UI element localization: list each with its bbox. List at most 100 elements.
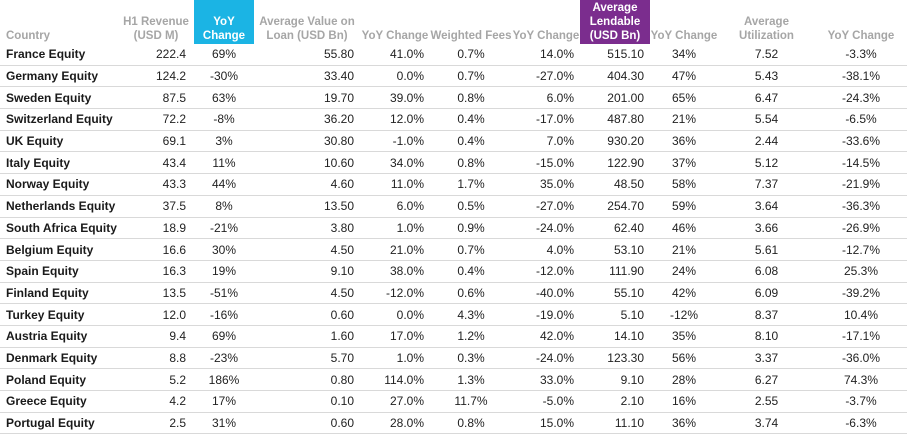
cell-fees-yoy: 14.0% bbox=[512, 44, 580, 66]
table-row: Finland Equity 13.5 -51% 4.50 -12.0% 0.6% -40.… bbox=[0, 282, 907, 305]
cell-loan-yoy: 17.0% bbox=[360, 325, 430, 348]
cell-lendable-yoy: -12% bbox=[650, 303, 718, 326]
cell-utilization-yoy: -6.5% bbox=[815, 108, 907, 131]
cell-revenue-yoy: 69% bbox=[194, 325, 254, 348]
cell-avg-lendable: 9.10 bbox=[580, 368, 650, 391]
cell-avg-lendable: 2.10 bbox=[580, 390, 650, 413]
cell-fees-yoy: -17.0% bbox=[512, 108, 580, 131]
cell-h1-revenue: 12.0 bbox=[118, 303, 194, 326]
cell-avg-lendable: 53.10 bbox=[580, 238, 650, 261]
cell-loan-yoy: 0.0% bbox=[360, 65, 430, 88]
cell-avg-value-on-loan: 9.10 bbox=[254, 260, 360, 283]
cell-country: Germany Equity bbox=[0, 65, 118, 88]
cell-loan-yoy: 21.0% bbox=[360, 238, 430, 261]
cell-utilization-yoy: 10.4% bbox=[815, 303, 907, 326]
cell-country: Italy Equity bbox=[0, 151, 118, 175]
cell-avg-value-on-loan: 4.50 bbox=[254, 238, 360, 261]
cell-lendable-yoy: 21% bbox=[650, 108, 718, 131]
cell-weighted-fees: 0.5% bbox=[430, 195, 512, 218]
cell-avg-utilization: 2.44 bbox=[718, 130, 815, 153]
cell-h1-revenue: 72.2 bbox=[118, 108, 194, 131]
cell-utilization-yoy: -33.6% bbox=[815, 130, 907, 153]
cell-avg-lendable: 930.20 bbox=[580, 130, 650, 153]
cell-weighted-fees: 11.7% bbox=[430, 390, 512, 413]
cell-loan-yoy: 6.0% bbox=[360, 195, 430, 218]
cell-avg-lendable: 404.30 bbox=[580, 65, 650, 88]
cell-fees-yoy: 15.0% bbox=[512, 412, 580, 434]
header-country: Country bbox=[6, 30, 51, 42]
cell-h1-revenue: 87.5 bbox=[118, 86, 194, 110]
table-row: Switzerland Equity 72.2 -8% 36.20 12.0% 0.4% -… bbox=[0, 108, 907, 131]
cell-fees-yoy: -27.0% bbox=[512, 65, 580, 88]
cell-utilization-yoy: -36.0% bbox=[815, 347, 907, 370]
cell-avg-lendable: 111.90 bbox=[580, 260, 650, 283]
cell-avg-value-on-loan: 19.70 bbox=[254, 86, 360, 110]
cell-revenue-yoy: 186% bbox=[194, 368, 254, 391]
cell-utilization-yoy: -12.7% bbox=[815, 238, 907, 261]
cell-fees-yoy: -12.0% bbox=[512, 260, 580, 283]
cell-avg-utilization: 5.43 bbox=[718, 65, 815, 88]
cell-revenue-yoy: 44% bbox=[194, 173, 254, 196]
cell-weighted-fees: 4.3% bbox=[430, 303, 512, 326]
cell-h1-revenue: 43.4 bbox=[118, 151, 194, 175]
cell-country: UK Equity bbox=[0, 130, 118, 153]
cell-loan-yoy: 114.0% bbox=[360, 368, 430, 391]
table-row: Poland Equity 5.2 186% 0.80 114.0% 1.3% 33.0% 9… bbox=[0, 368, 907, 391]
cell-revenue-yoy: 17% bbox=[194, 390, 254, 413]
cell-weighted-fees: 0.8% bbox=[430, 412, 512, 434]
table-row: Sweden Equity 87.5 63% 19.70 39.0% 0.8% 6.0% 20… bbox=[0, 86, 907, 110]
cell-avg-lendable: 123.30 bbox=[580, 347, 650, 370]
table-row: Portugal Equity 2.5 31% 0.60 28.0% 0.8% 15.0% 1… bbox=[0, 412, 907, 434]
cell-avg-utilization: 8.10 bbox=[718, 325, 815, 348]
cell-lendable-yoy: 37% bbox=[650, 151, 718, 175]
cell-country: Turkey Equity bbox=[0, 303, 118, 326]
cell-loan-yoy: 12.0% bbox=[360, 108, 430, 131]
cell-loan-yoy: -1.0% bbox=[360, 130, 430, 153]
cell-country: Switzerland Equity bbox=[0, 108, 118, 131]
cell-fees-yoy: -24.0% bbox=[512, 217, 580, 240]
cell-loan-yoy: 38.0% bbox=[360, 260, 430, 283]
cell-country: Spain Equity bbox=[0, 260, 118, 283]
table-row: Belgium Equity 16.6 30% 4.50 21.0% 0.7% 4.0% 53… bbox=[0, 238, 907, 261]
cell-avg-lendable: 55.10 bbox=[580, 282, 650, 305]
cell-country: Austria Equity bbox=[0, 325, 118, 348]
header-revenue-yoy: YoY Change bbox=[194, 0, 254, 44]
cell-loan-yoy: 39.0% bbox=[360, 86, 430, 110]
cell-avg-utilization: 3.66 bbox=[718, 217, 815, 240]
cell-fees-yoy: -5.0% bbox=[512, 390, 580, 413]
cell-weighted-fees: 0.8% bbox=[430, 151, 512, 175]
cell-country: Sweden Equity bbox=[0, 86, 118, 110]
header-weighted-fees: Weighted Fees bbox=[430, 30, 512, 42]
cell-fees-yoy: -27.0% bbox=[512, 195, 580, 218]
cell-weighted-fees: 0.4% bbox=[430, 108, 512, 131]
cell-country: Greece Equity bbox=[0, 390, 118, 413]
header-lendable-yoy: YoY Change bbox=[650, 30, 718, 42]
cell-h1-revenue: 43.3 bbox=[118, 173, 194, 196]
cell-weighted-fees: 0.9% bbox=[430, 217, 512, 240]
cell-revenue-yoy: 31% bbox=[194, 412, 254, 434]
cell-lendable-yoy: 59% bbox=[650, 195, 718, 218]
cell-avg-value-on-loan: 10.60 bbox=[254, 151, 360, 175]
cell-revenue-yoy: 30% bbox=[194, 238, 254, 261]
cell-avg-value-on-loan: 3.80 bbox=[254, 217, 360, 240]
cell-avg-utilization: 3.37 bbox=[718, 347, 815, 370]
cell-avg-lendable: 487.80 bbox=[580, 108, 650, 131]
cell-revenue-yoy: -51% bbox=[194, 282, 254, 305]
cell-fees-yoy: 6.0% bbox=[512, 86, 580, 110]
cell-h1-revenue: 18.9 bbox=[118, 217, 194, 240]
cell-avg-value-on-loan: 1.60 bbox=[254, 325, 360, 348]
cell-avg-value-on-loan: 30.80 bbox=[254, 130, 360, 153]
table-row: Italy Equity 43.4 11% 10.60 34.0% 0.8% -15.0% 1… bbox=[0, 151, 907, 175]
cell-lendable-yoy: 28% bbox=[650, 368, 718, 391]
cell-h1-revenue: 5.2 bbox=[118, 368, 194, 391]
cell-avg-lendable: 515.10 bbox=[580, 44, 650, 66]
header-loan-yoy: YoY Change bbox=[361, 30, 429, 42]
cell-country: Belgium Equity bbox=[0, 238, 118, 261]
cell-country: Portugal Equity bbox=[0, 412, 118, 434]
cell-avg-lendable: 11.10 bbox=[580, 412, 650, 434]
table-row: Spain Equity 16.3 19% 9.10 38.0% 0.4% -12.0% 11… bbox=[0, 260, 907, 283]
cell-lendable-yoy: 42% bbox=[650, 282, 718, 305]
cell-avg-utilization: 6.09 bbox=[718, 282, 815, 305]
cell-utilization-yoy: -21.9% bbox=[815, 173, 907, 196]
